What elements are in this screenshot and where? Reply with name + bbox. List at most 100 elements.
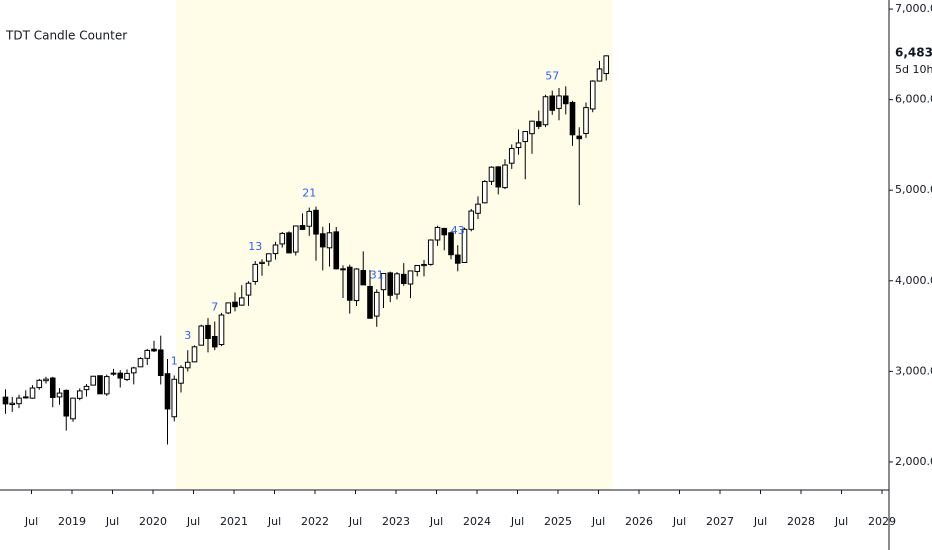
candle-body bbox=[252, 263, 259, 283]
candle-body bbox=[272, 244, 279, 255]
candle-body bbox=[556, 95, 562, 109]
candle-body bbox=[70, 397, 76, 420]
candle-body bbox=[475, 203, 481, 214]
candle-body bbox=[353, 268, 360, 302]
candle-body bbox=[562, 95, 569, 105]
x-tick-label: 2027 bbox=[706, 515, 734, 528]
x-tick-label: Jul bbox=[429, 515, 443, 528]
candle-body bbox=[434, 226, 441, 241]
candle-body bbox=[265, 253, 272, 262]
candle-body bbox=[36, 379, 43, 389]
x-tick-label: Jul bbox=[753, 515, 767, 528]
x-tick-label: Jul bbox=[591, 515, 605, 528]
x-tick-label: Jul bbox=[510, 515, 524, 528]
y-tick-label: 5,000.00 bbox=[895, 183, 932, 196]
x-tick-label: 2020 bbox=[139, 515, 167, 528]
candle-body bbox=[245, 282, 252, 296]
candle-body bbox=[367, 285, 373, 319]
candle-body bbox=[110, 372, 117, 375]
y-tick-label: 6,000.00 bbox=[895, 93, 932, 106]
candle-body bbox=[299, 225, 306, 230]
counter-label: 13 bbox=[248, 240, 262, 253]
candle-body bbox=[232, 301, 238, 308]
y-tick-label: 2,000.00 bbox=[895, 455, 932, 468]
candle-body bbox=[238, 297, 245, 306]
counter-label: 3 bbox=[184, 329, 191, 342]
candle-body bbox=[454, 254, 461, 264]
candle-body bbox=[16, 397, 22, 405]
countdown-label: 5d 10h bbox=[895, 63, 932, 76]
candles: 13 7 13 21 31 43 57 bbox=[2, 55, 610, 445]
candle-body bbox=[515, 142, 522, 149]
candle-body bbox=[596, 68, 603, 82]
counter-label: 1 bbox=[171, 354, 178, 367]
candle-body bbox=[387, 272, 394, 296]
last-price-box bbox=[890, 41, 932, 86]
candle-body bbox=[522, 131, 529, 143]
x-tick-label: Jul bbox=[24, 515, 38, 528]
candle-body bbox=[29, 387, 36, 399]
candle-body bbox=[9, 402, 16, 405]
candle-body bbox=[502, 164, 508, 189]
candle-body bbox=[83, 385, 90, 391]
counter-label: 43 bbox=[451, 224, 465, 237]
candle-body bbox=[589, 80, 596, 110]
candle-body bbox=[313, 209, 319, 235]
candle-body bbox=[90, 375, 97, 386]
candle-body bbox=[319, 233, 326, 248]
candle-body bbox=[56, 392, 63, 398]
candle-body bbox=[191, 346, 198, 363]
x-tick-label: Jul bbox=[834, 515, 848, 528]
candle-body bbox=[400, 273, 407, 284]
candle-body bbox=[76, 390, 83, 399]
chart-title: TDT Candle Counter bbox=[5, 29, 127, 43]
x-tick-label: Jul bbox=[186, 515, 200, 528]
x-tick-label: 2023 bbox=[382, 515, 410, 528]
last-price-label: 6,483.25 bbox=[895, 45, 932, 59]
candle-body bbox=[279, 232, 286, 245]
candle-body bbox=[97, 375, 103, 395]
candle-body bbox=[407, 270, 414, 285]
x-tick-label: Jul bbox=[105, 515, 119, 528]
x-tick-label: 2024 bbox=[463, 515, 491, 528]
candle-body bbox=[394, 273, 400, 295]
x-tick-label: Jul bbox=[672, 515, 686, 528]
y-tick-label: 4,000.00 bbox=[895, 274, 932, 287]
x-tick-label: 2022 bbox=[301, 515, 329, 528]
x-tick-label: 2029 bbox=[868, 515, 896, 528]
candle-body bbox=[549, 95, 556, 111]
candle-body bbox=[427, 239, 434, 265]
candle-body bbox=[360, 270, 367, 286]
candle-body bbox=[535, 121, 542, 127]
candle-body bbox=[326, 232, 333, 249]
candle-body bbox=[448, 232, 454, 256]
candle-body bbox=[130, 367, 137, 374]
x-tick-label: 2026 bbox=[625, 515, 653, 528]
candle-body bbox=[225, 302, 232, 314]
candle-body bbox=[569, 101, 576, 136]
y-tick-label: 3,000.00 bbox=[895, 364, 932, 377]
candle-body bbox=[178, 366, 184, 384]
candle-body bbox=[292, 225, 299, 253]
candle-body bbox=[380, 273, 387, 291]
candle-body bbox=[481, 181, 488, 204]
candle-body bbox=[333, 231, 340, 270]
candle-body bbox=[151, 348, 157, 352]
candle-body bbox=[184, 361, 191, 369]
candle-body bbox=[441, 227, 448, 236]
candle-body bbox=[542, 96, 549, 126]
candle-body bbox=[137, 358, 144, 368]
x-tick-label: 2021 bbox=[220, 515, 248, 528]
candle-body bbox=[508, 148, 515, 164]
candle-body bbox=[488, 166, 495, 182]
x-tick-label: Jul bbox=[348, 515, 362, 528]
candle-body bbox=[340, 268, 346, 271]
candle-body bbox=[205, 324, 211, 339]
x-tick-label: Jul bbox=[267, 515, 281, 528]
candle-body bbox=[218, 314, 225, 346]
counter-label: 31 bbox=[370, 268, 384, 281]
x-tick-label: 2028 bbox=[787, 515, 815, 528]
candle-body bbox=[286, 232, 292, 254]
candle-body bbox=[306, 210, 313, 227]
